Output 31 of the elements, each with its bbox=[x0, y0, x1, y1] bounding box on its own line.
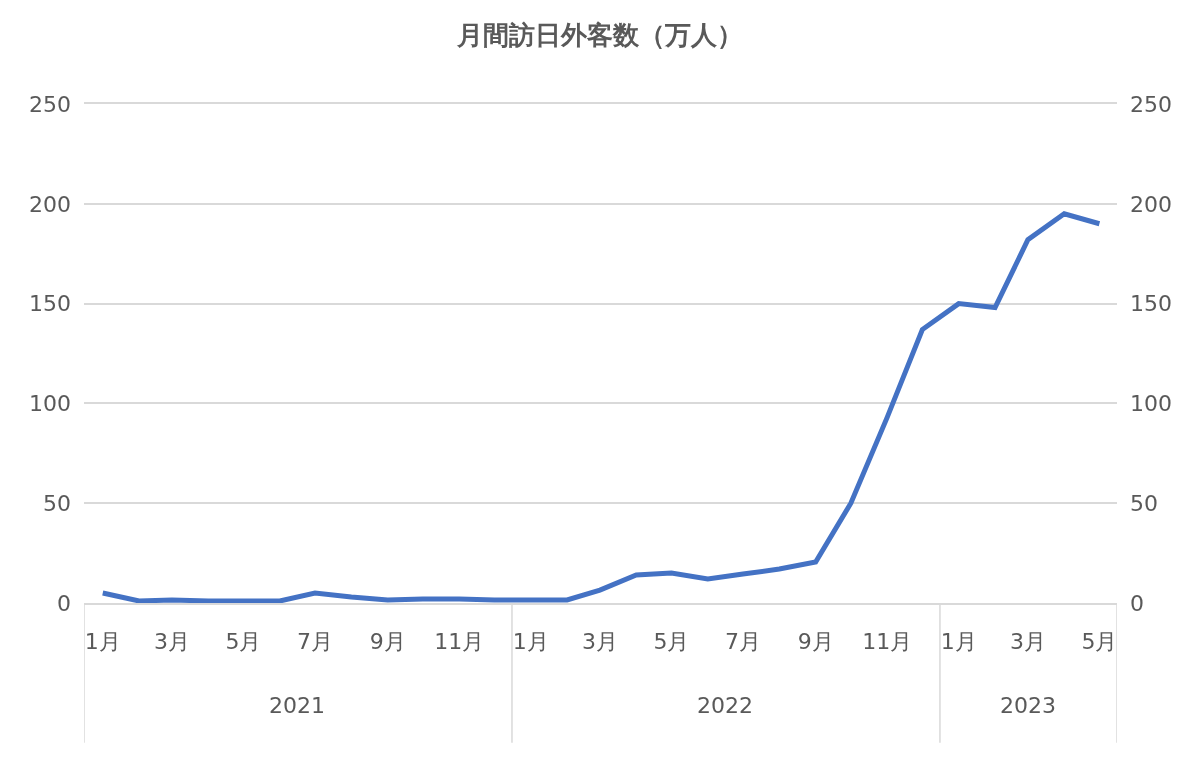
x-tick-label: 1月 bbox=[84, 629, 121, 655]
x-tick-label: 7月 bbox=[724, 629, 761, 655]
y-tick-label: 100 bbox=[29, 391, 71, 417]
y-tick-label: 200 bbox=[29, 191, 71, 217]
x-tick-label: 1月 bbox=[940, 629, 977, 655]
x-tick-label: 5月 bbox=[1081, 629, 1118, 655]
x-tick-label: 3月 bbox=[581, 629, 618, 655]
x-tick-label: 11月 bbox=[862, 629, 913, 655]
y-tick-label: 0 bbox=[57, 590, 71, 616]
x-tick-label: 9月 bbox=[369, 629, 406, 655]
y2-tick-label: 150 bbox=[1130, 291, 1172, 317]
y2-tick-label: 50 bbox=[1130, 490, 1158, 516]
y-tick-label: 50 bbox=[43, 490, 71, 516]
x-tick-label: 11月 bbox=[434, 629, 485, 655]
x-tick-label: 1月 bbox=[512, 629, 549, 655]
y2-tick-label: 0 bbox=[1130, 590, 1144, 616]
y2-tick-label: 100 bbox=[1130, 391, 1172, 417]
x-tick-label: 3月 bbox=[1009, 629, 1046, 655]
x-tick-label: 5月 bbox=[225, 629, 262, 655]
y-tick-label: 250 bbox=[29, 91, 71, 117]
y2-tick-label: 250 bbox=[1130, 91, 1172, 117]
text: 2022 bbox=[697, 693, 753, 718]
x-tick-label: 7月 bbox=[296, 629, 333, 655]
text: 2023 bbox=[1000, 693, 1056, 718]
y-tick-label: 150 bbox=[29, 291, 71, 317]
x-tick-label: 3月 bbox=[153, 629, 190, 655]
x-tick-label: 5月 bbox=[653, 629, 690, 655]
y2-tick-label: 200 bbox=[1130, 191, 1172, 217]
x-tick-label: 9月 bbox=[797, 629, 834, 655]
text: 2021 bbox=[269, 693, 325, 718]
chart-title: 月間訪日外客数（万人） bbox=[456, 19, 743, 50]
